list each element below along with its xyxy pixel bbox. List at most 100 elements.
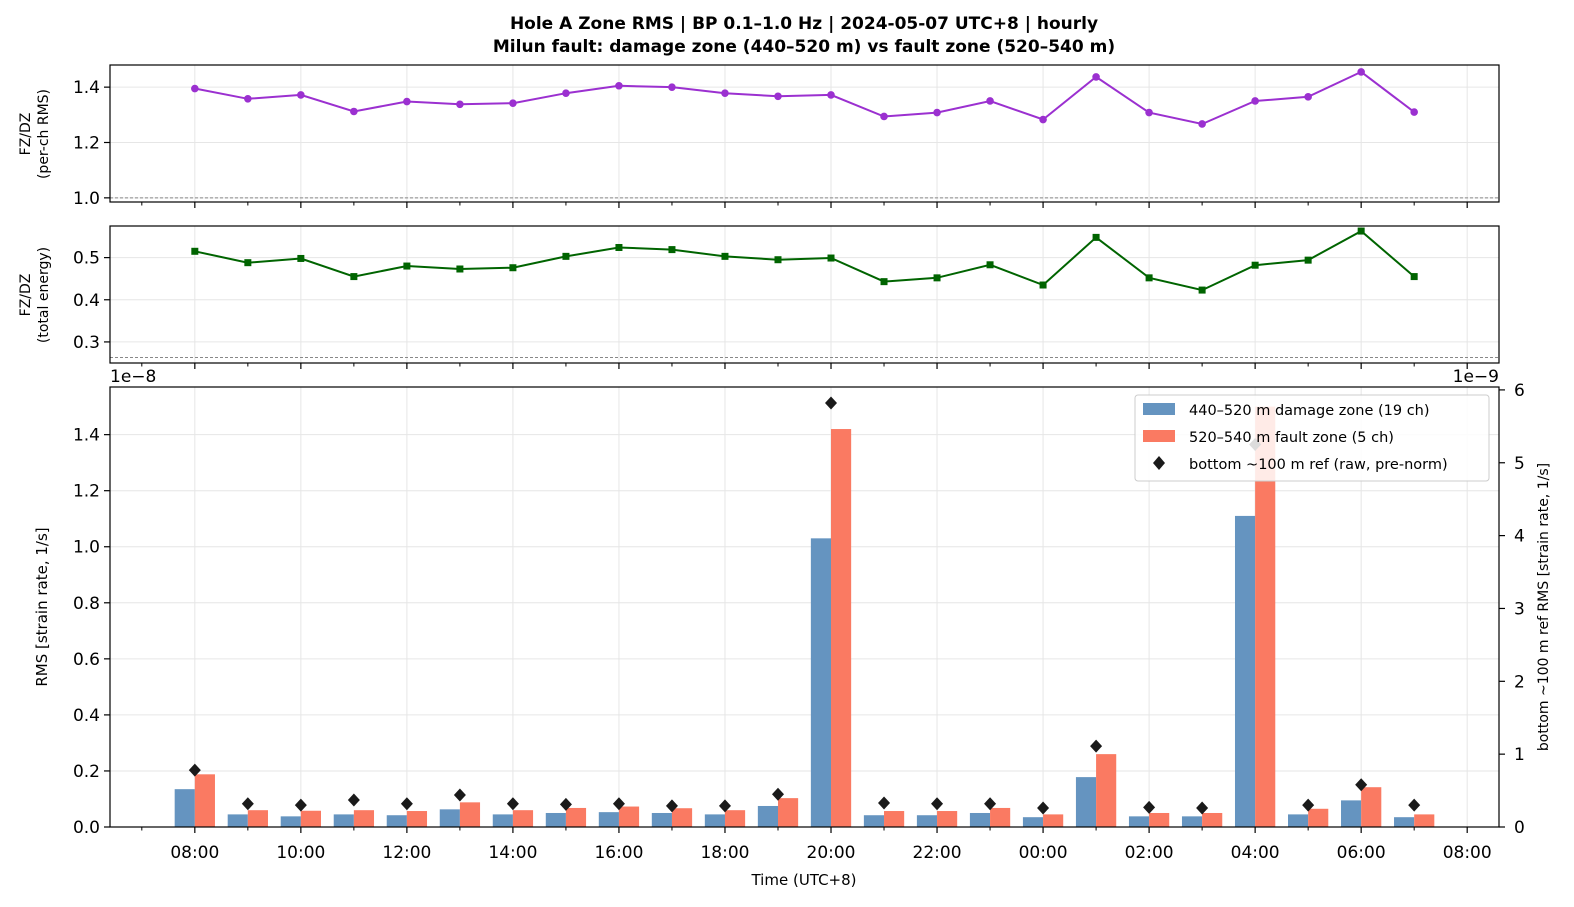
top-panel-point: [1092, 73, 1100, 81]
reference-marker: [1408, 798, 1421, 812]
bottom-panel-y-tick-label: 1.0: [73, 538, 100, 558]
damage-zone-bar: [492, 814, 513, 827]
bottom-panel-x-tick-label: 04:00: [1231, 843, 1280, 863]
fault-zone-bar: [618, 806, 640, 827]
middle-panel-point: [1410, 273, 1418, 281]
middle-panel-point: [986, 261, 994, 269]
middle-panel-point: [1251, 261, 1259, 269]
middle-panel-y-ticks: 0.3 0.4 0.5: [73, 249, 110, 353]
bottom-panel-y2-tick-label: 5: [1514, 454, 1525, 474]
top-panel-point: [509, 99, 517, 107]
bottom-panel-y-tick-label: 1.4: [73, 426, 100, 446]
middle-panel-y-tick-label: 0.5: [73, 249, 100, 269]
middle-panel-point: [933, 274, 941, 282]
top-panel-point: [1304, 93, 1312, 101]
bottom-panel-y-ticks: 0.0 0.2 0.4 0.6 0.8 1.0 1.2 1.4: [73, 426, 110, 838]
bottom-panel-y-tick-label: 0.0: [73, 818, 100, 838]
middle-panel-point: [721, 252, 729, 260]
top-panel-point: [350, 107, 358, 116]
middle-panel-point: [244, 259, 252, 267]
bottom-panel-y2-tick-label: 6: [1514, 381, 1525, 401]
damage-zone-bar: [916, 815, 938, 827]
reference-marker: [294, 798, 307, 812]
reference-marker: [1302, 798, 1315, 812]
chart-title-line2: Milun fault: damage zone (440–520 m) vs …: [493, 37, 1115, 57]
damage-zone-bars: [174, 515, 1415, 827]
fault-zone-bar: [1202, 812, 1223, 827]
top-panel-ylabel-line1: FZ/DZ: [18, 113, 34, 156]
reference-marker: [1037, 801, 1050, 815]
middle-panel-point: [668, 246, 676, 254]
fault-zone-bar: [1255, 406, 1276, 827]
top-panel-y-tick-label: 1.0: [73, 189, 100, 209]
reference-marker: [347, 793, 360, 807]
fault-zone-bar: [1043, 814, 1064, 827]
top-panel-point: [1251, 97, 1259, 105]
top-panel-ylabel-line2: (per-ch RMS): [36, 89, 52, 179]
damage-zone-bar: [545, 812, 566, 827]
reference-marker: [878, 796, 891, 810]
top-panel-point: [1145, 108, 1153, 117]
top-panel-point: [297, 91, 305, 99]
fault-zone-bar: [459, 802, 481, 827]
top-panel-point: [1357, 68, 1365, 76]
reference-marker: [1196, 801, 1209, 815]
bottom-panel: 0.0 0.2 0.4 0.6 0.8 1.0 1.2 1.4 0 1 2 3 4 5 6 08:00 10…: [33, 367, 1552, 889]
fault-zone-bars: [194, 406, 1435, 827]
middle-panel-point: [297, 254, 305, 262]
bottom-panel-x-tick-label: 08:00: [170, 843, 219, 863]
top-panel-point: [1198, 120, 1206, 128]
middle-panel-point: [403, 262, 411, 270]
bottom-panel-y2-tick-label: 0: [1514, 818, 1525, 838]
y2-offset-label: 1e−9: [1453, 367, 1499, 387]
legend-swatch-damage-zone: [1143, 403, 1175, 415]
fault-zone-bar: [671, 808, 693, 827]
top-panel-point: [456, 100, 464, 109]
middle-panel-point: [1198, 286, 1206, 294]
damage-zone-bar: [757, 805, 778, 827]
damage-zone-bar: [1022, 817, 1044, 827]
reference-marker: [718, 799, 731, 813]
fault-zone-bar: [724, 810, 746, 827]
reference-marker: [665, 799, 678, 813]
middle-panel-point: [562, 252, 570, 260]
middle-panel-x-ticks: [141, 363, 1468, 369]
damage-zone-bar: [386, 815, 407, 827]
middle-panel-point: [1039, 281, 1047, 289]
fault-zone-bar: [406, 811, 428, 827]
fault-zone-bar: [194, 774, 215, 827]
middle-panel-point: [350, 273, 358, 281]
middle-panel-ylabel-line2: (total energy): [36, 247, 52, 343]
middle-panel-grid: [110, 226, 1499, 363]
top-panel-point: [244, 94, 252, 103]
fault-zone-bar: [884, 811, 905, 827]
legend: 440–520 m damage zone (19 ch) 520–540 m …: [1134, 394, 1490, 482]
middle-panel-ratio-line: [194, 229, 1415, 292]
legend-label-fault-zone: 520–540 m fault zone (5 ch): [1189, 430, 1394, 446]
reference-marker: [188, 763, 201, 777]
top-panel-point: [1039, 115, 1047, 124]
top-panel-point: [986, 97, 994, 105]
bottom-panel-frame: [109, 386, 1500, 828]
top-panel-point: [1410, 108, 1418, 116]
damage-zone-bar: [1075, 777, 1097, 827]
reference-marker: [825, 396, 838, 410]
damage-zone-bar: [1341, 800, 1362, 827]
bottom-panel-x-tick-label: 16:00: [594, 843, 643, 863]
middle-panel-point: [456, 265, 464, 273]
damage-zone-bar: [174, 789, 195, 827]
fault-zone-bar: [565, 807, 587, 827]
middle-panel: 0.3 0.4 0.5 FZ/DZ (total energy): [18, 225, 1500, 369]
fault-zone-bar: [353, 810, 375, 827]
middle-panel-point: [827, 254, 835, 262]
fault-zone-bar: [990, 807, 1011, 827]
middle-panel-point: [1145, 274, 1153, 282]
bottom-panel-y2-tick-label: 2: [1514, 672, 1525, 692]
reference-marker: [400, 797, 413, 811]
middle-panel-y-tick-label: 0.4: [73, 291, 100, 311]
middle-panel-frame: [109, 225, 1500, 364]
middle-panel-point: [1304, 256, 1312, 264]
reference-marker: [612, 797, 625, 811]
fault-zone-bar: [1361, 787, 1382, 827]
middle-panel-point: [615, 243, 623, 251]
